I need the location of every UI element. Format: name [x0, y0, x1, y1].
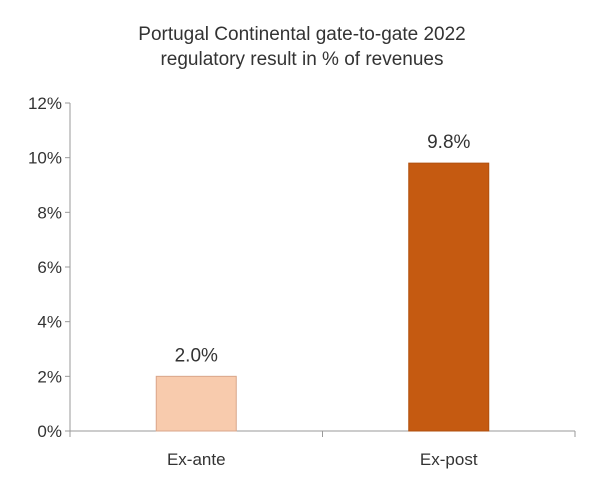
bar-ex-ante	[155, 375, 237, 432]
y-tick-label: 10%	[28, 149, 62, 168]
y-axis: 0% 2% 4% 6% 8% 10% 12%	[28, 94, 71, 441]
y-tick-label: 8%	[37, 203, 62, 222]
x-tick-label: Ex-post	[420, 450, 478, 469]
chart-title: Portugal Continental gate-to-gate 2022 r…	[138, 24, 465, 70]
x-tick-label: Ex-ante	[167, 450, 226, 469]
x-axis: Ex-ante Ex-post	[69, 430, 576, 469]
y-tick-label: 4%	[37, 313, 62, 332]
bars	[155, 162, 490, 432]
y-tick-label: 12%	[28, 94, 62, 113]
data-label-ex-ante: 2.0%	[175, 345, 218, 366]
chart-title-line-2: regulatory result in % of revenues	[160, 49, 443, 70]
y-tick-label: 6%	[37, 258, 62, 277]
y-tick-label: 2%	[37, 367, 62, 386]
bar-ex-post	[408, 162, 490, 432]
data-labels: 2.0% 9.8%	[175, 132, 471, 366]
chart-title-line-1: Portugal Continental gate-to-gate 2022	[138, 24, 465, 45]
data-label-ex-post: 9.8%	[427, 132, 470, 153]
y-tick-label: 0%	[37, 422, 62, 441]
